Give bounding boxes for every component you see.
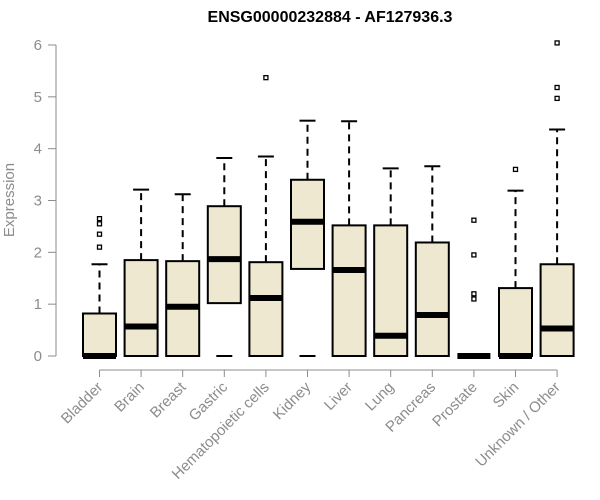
box-body bbox=[123, 259, 159, 358]
outlier-point bbox=[471, 296, 477, 302]
box-skin bbox=[498, 166, 533, 359]
y-tick-label: 3 bbox=[34, 193, 42, 210]
y-axis: 0 1 2 3 4 5 6 bbox=[34, 37, 57, 365]
box-lung bbox=[373, 167, 409, 357]
box-pancreas bbox=[414, 165, 450, 357]
box-body bbox=[331, 224, 367, 357]
box-kidney bbox=[290, 119, 325, 357]
box-body bbox=[82, 312, 117, 358]
box-body bbox=[539, 263, 575, 358]
outlier-point bbox=[263, 75, 269, 81]
y-tick-label: 6 bbox=[34, 37, 42, 54]
outlier-point bbox=[471, 217, 477, 223]
box-body bbox=[414, 241, 450, 357]
x-tick-label: Lung bbox=[362, 379, 398, 415]
y-tick-label: 4 bbox=[34, 141, 42, 158]
box-bladder bbox=[82, 215, 117, 359]
x-tick-label: Kidney bbox=[270, 378, 315, 423]
box-body bbox=[206, 205, 242, 305]
box-unknown-other bbox=[539, 40, 575, 358]
outlier-point bbox=[512, 166, 519, 173]
x-tick-label: Breast bbox=[147, 378, 190, 421]
outlier-point bbox=[471, 291, 477, 297]
outlier-point bbox=[554, 84, 560, 91]
box-prostate bbox=[457, 217, 491, 359]
outlier-point bbox=[96, 231, 103, 237]
y-tick-label: 2 bbox=[34, 244, 42, 261]
y-tick-label: 0 bbox=[34, 348, 42, 365]
y-tick-label: 5 bbox=[34, 89, 42, 106]
boxes-group bbox=[82, 40, 575, 359]
outlier-point bbox=[96, 244, 103, 250]
box-gastric bbox=[206, 156, 242, 357]
outlier-point bbox=[96, 221, 103, 227]
y-axis-label: Expression bbox=[1, 163, 18, 237]
box-liver bbox=[331, 120, 367, 357]
box-brain bbox=[123, 188, 159, 358]
x-tick-label: Liver bbox=[321, 379, 356, 414]
x-tick-label: Bladder bbox=[58, 379, 107, 428]
y-tick-label: 1 bbox=[34, 296, 42, 313]
box-hematopoietic-cells bbox=[248, 75, 284, 358]
x-tick-label: Skin bbox=[490, 379, 523, 412]
box-body bbox=[248, 261, 284, 358]
outlier-point bbox=[554, 95, 560, 102]
chart-title: ENSG00000232884 - AF127936.3 bbox=[208, 9, 453, 26]
outlier-point bbox=[554, 40, 560, 46]
box-breast bbox=[165, 193, 201, 357]
x-tick-label: Brain bbox=[111, 379, 148, 416]
x-tick-label: Prostate bbox=[429, 379, 481, 431]
outlier-point bbox=[96, 215, 103, 222]
box-body bbox=[498, 287, 533, 357]
outlier-point bbox=[471, 252, 477, 258]
